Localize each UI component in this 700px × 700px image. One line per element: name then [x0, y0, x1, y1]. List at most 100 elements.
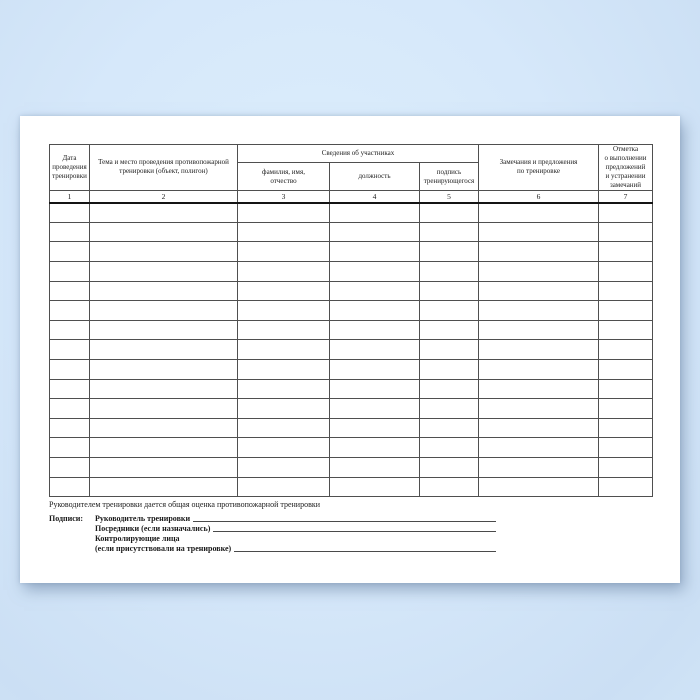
- table-row: [49, 456, 653, 478]
- empty-cell: [329, 417, 420, 439]
- empty-cell: [237, 339, 330, 361]
- empty-cell: [478, 437, 599, 458]
- empty-cell: [49, 359, 90, 380]
- col-header-full-name: фамилия, имя, отчество: [237, 162, 330, 191]
- empty-cell: [478, 476, 599, 498]
- header-row-sub: фамилия, имя, отчество должность подпись…: [50, 162, 653, 191]
- empty-cell: [478, 359, 599, 380]
- empty-cell: [329, 437, 420, 458]
- empty-cell: [49, 437, 90, 458]
- empty-cell: [89, 456, 238, 478]
- empty-cell: [237, 202, 330, 223]
- empty-cell: [419, 359, 479, 380]
- empty-cell: [419, 241, 479, 263]
- empty-cell: [598, 241, 653, 263]
- empty-cell: [478, 398, 599, 419]
- signatures-heading: Подписи:: [49, 514, 84, 523]
- table-row: [49, 221, 653, 243]
- column-number: 3: [237, 189, 330, 204]
- empty-cell: [49, 300, 90, 321]
- signature-label: (если присутствовали на тренировке): [95, 544, 232, 553]
- document-page: Дата проведения тренировки Тема и место …: [20, 116, 680, 583]
- table-row: [49, 202, 653, 223]
- signature-label: Руководитель тренировки: [95, 514, 191, 523]
- empty-cell: [329, 398, 420, 419]
- empty-cell: [598, 280, 653, 302]
- empty-cell: [419, 202, 479, 223]
- empty-cell: [329, 241, 420, 263]
- empty-cell: [478, 221, 599, 243]
- empty-cell: [49, 339, 90, 361]
- table-row: [49, 417, 653, 439]
- column-number-row: 1 2 3 4 5 6 7: [49, 189, 653, 204]
- empty-cell: [49, 280, 90, 302]
- empty-cell: [478, 319, 599, 341]
- signature-line: [234, 550, 496, 552]
- table-row: [49, 261, 653, 282]
- signatures-block: Подписи: Руководитель тренировки Посредн…: [49, 514, 496, 554]
- column-number: 5: [419, 189, 479, 204]
- empty-cell: [89, 241, 238, 263]
- empty-cell: [419, 339, 479, 361]
- table-body: [49, 202, 653, 498]
- column-number: 4: [329, 189, 420, 204]
- empty-cell: [49, 221, 90, 243]
- empty-cell: [598, 319, 653, 341]
- empty-cell: [419, 417, 479, 439]
- empty-cell: [598, 378, 653, 400]
- fire-training-log-table: Дата проведения тренировки Тема и место …: [49, 143, 653, 498]
- empty-cell: [329, 221, 420, 243]
- empty-cell: [237, 300, 330, 321]
- empty-cell: [598, 261, 653, 282]
- col-header-topic-place: Тема и место проведения противопожарной …: [89, 144, 238, 191]
- empty-cell: [598, 476, 653, 498]
- empty-cell: [49, 319, 90, 341]
- signature-line: [193, 520, 496, 522]
- column-number: 6: [478, 189, 599, 204]
- empty-cell: [89, 437, 238, 458]
- signature-row-controllers-continued: (если присутствовали на тренировке): [49, 544, 496, 554]
- empty-cell: [419, 398, 479, 419]
- table-row: [49, 398, 653, 419]
- signature-row-controllers: Контролирующие лица: [49, 534, 496, 544]
- empty-cell: [478, 241, 599, 263]
- empty-cell: [598, 202, 653, 223]
- overall-assessment-note: Руководителем тренировки дается общая оц…: [49, 500, 321, 509]
- empty-cell: [419, 221, 479, 243]
- empty-cell: [598, 437, 653, 458]
- empty-cell: [419, 300, 479, 321]
- empty-cell: [329, 319, 420, 341]
- header-row-top: Дата проведения тренировки Тема и место …: [49, 143, 653, 191]
- empty-cell: [329, 261, 420, 282]
- empty-cell: [598, 456, 653, 478]
- empty-cell: [329, 280, 420, 302]
- empty-cell: [237, 280, 330, 302]
- empty-cell: [237, 261, 330, 282]
- empty-cell: [237, 378, 330, 400]
- table-row: [49, 300, 653, 321]
- col-header-position: должность: [329, 162, 420, 191]
- empty-cell: [49, 261, 90, 282]
- empty-cell: [237, 456, 330, 478]
- table-row: [49, 476, 653, 498]
- signature-label: Посредники (если назначались): [95, 524, 211, 533]
- empty-cell: [89, 359, 238, 380]
- empty-cell: [89, 476, 238, 498]
- col-header-completion-mark: Отметка о выполнении предложений и устра…: [598, 144, 653, 191]
- empty-cell: [329, 202, 420, 223]
- empty-cell: [89, 261, 238, 282]
- empty-cell: [237, 437, 330, 458]
- empty-cell: [237, 319, 330, 341]
- empty-cell: [478, 300, 599, 321]
- empty-cell: [598, 417, 653, 439]
- empty-cell: [419, 437, 479, 458]
- col-header-trainee-signature: подпись тренирующегося: [419, 162, 479, 191]
- empty-cell: [329, 339, 420, 361]
- signature-row-mediators: Посредники (если назначались): [49, 524, 496, 534]
- empty-cell: [89, 221, 238, 243]
- column-number: 7: [598, 189, 653, 204]
- signature-label: Контролирующие лица: [95, 534, 180, 543]
- empty-cell: [89, 300, 238, 321]
- empty-cell: [329, 300, 420, 321]
- empty-cell: [598, 221, 653, 243]
